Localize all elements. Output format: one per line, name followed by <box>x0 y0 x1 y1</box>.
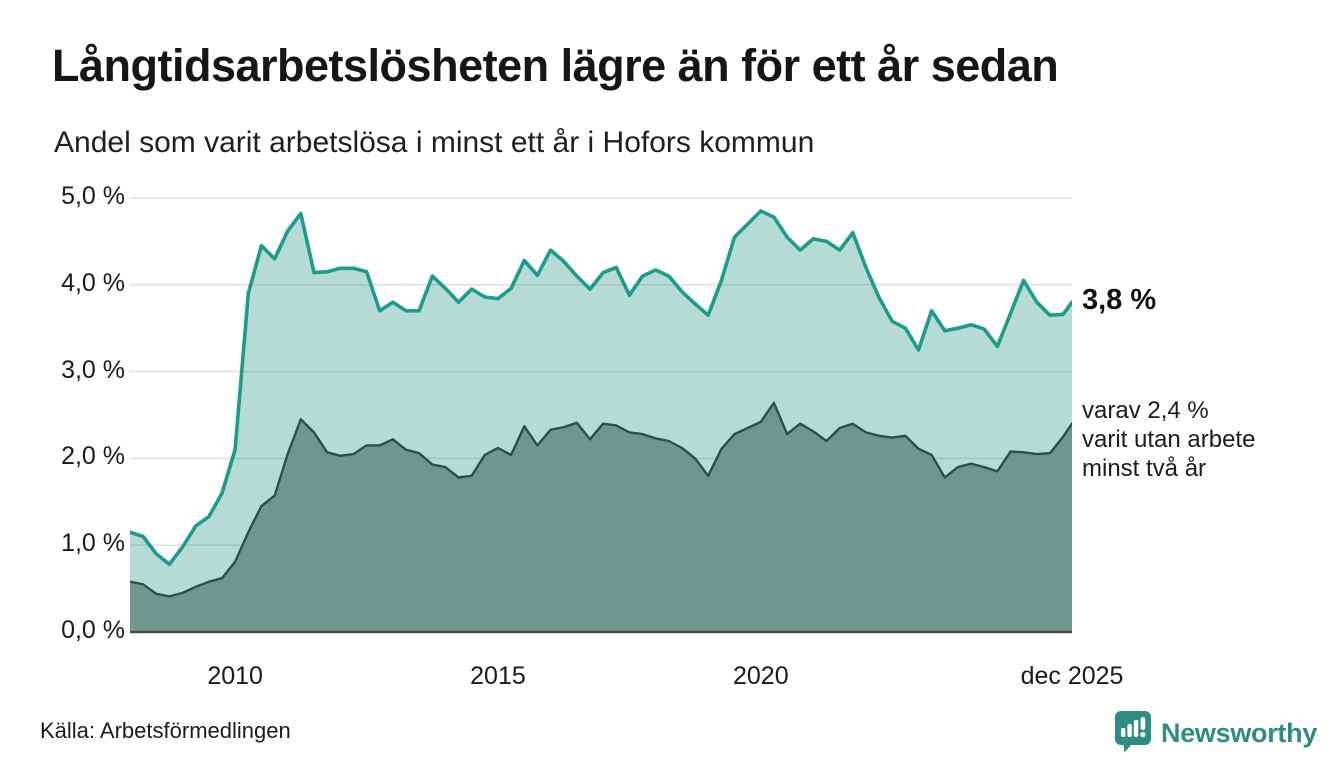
y-tick-label: 0,0 % <box>61 616 125 644</box>
series2-area <box>130 402 1072 632</box>
chart-plot-area <box>130 197 1072 634</box>
brand-name: Newsworthy <box>1161 718 1318 748</box>
y-tick-label: 3,0 % <box>61 355 125 384</box>
end-note-line2: varit utan arbete <box>1082 426 1256 453</box>
series1-end-value-label: 3,8 % <box>1082 284 1157 316</box>
source-caption: Källa: Arbetsförmedlingen <box>40 718 291 743</box>
brand-lockup: Newsworthy <box>1113 709 1317 758</box>
end-note-line3: minst två år <box>1082 455 1207 482</box>
y-tick-label: 5,0 % <box>61 182 125 210</box>
y-tick-label: 4,0 % <box>61 268 125 297</box>
end-note-line1: varav 2,4 % <box>1082 397 1209 424</box>
newsworthy-logo-icon <box>1113 709 1153 758</box>
series2-line <box>130 401 1072 598</box>
series1-line <box>130 209 1072 567</box>
y-tick-label: 2,0 % <box>61 442 125 471</box>
x-tick-label: dec 2025 <box>1020 662 1124 690</box>
x-tick-label: 2020 <box>732 662 789 690</box>
series2-end-note: varav 2,4 % varit utan arbete minst två … <box>1082 396 1255 483</box>
chart-title: Långtidsarbetslösheten lägre än för ett … <box>52 40 1059 91</box>
y-tick-label: 1,0 % <box>61 529 125 558</box>
x-tick-label: 2010 <box>207 662 263 690</box>
chart-subtitle: Andel som varit arbetslösa i minst ett å… <box>54 126 815 159</box>
x-tick-label: 2015 <box>470 662 526 690</box>
